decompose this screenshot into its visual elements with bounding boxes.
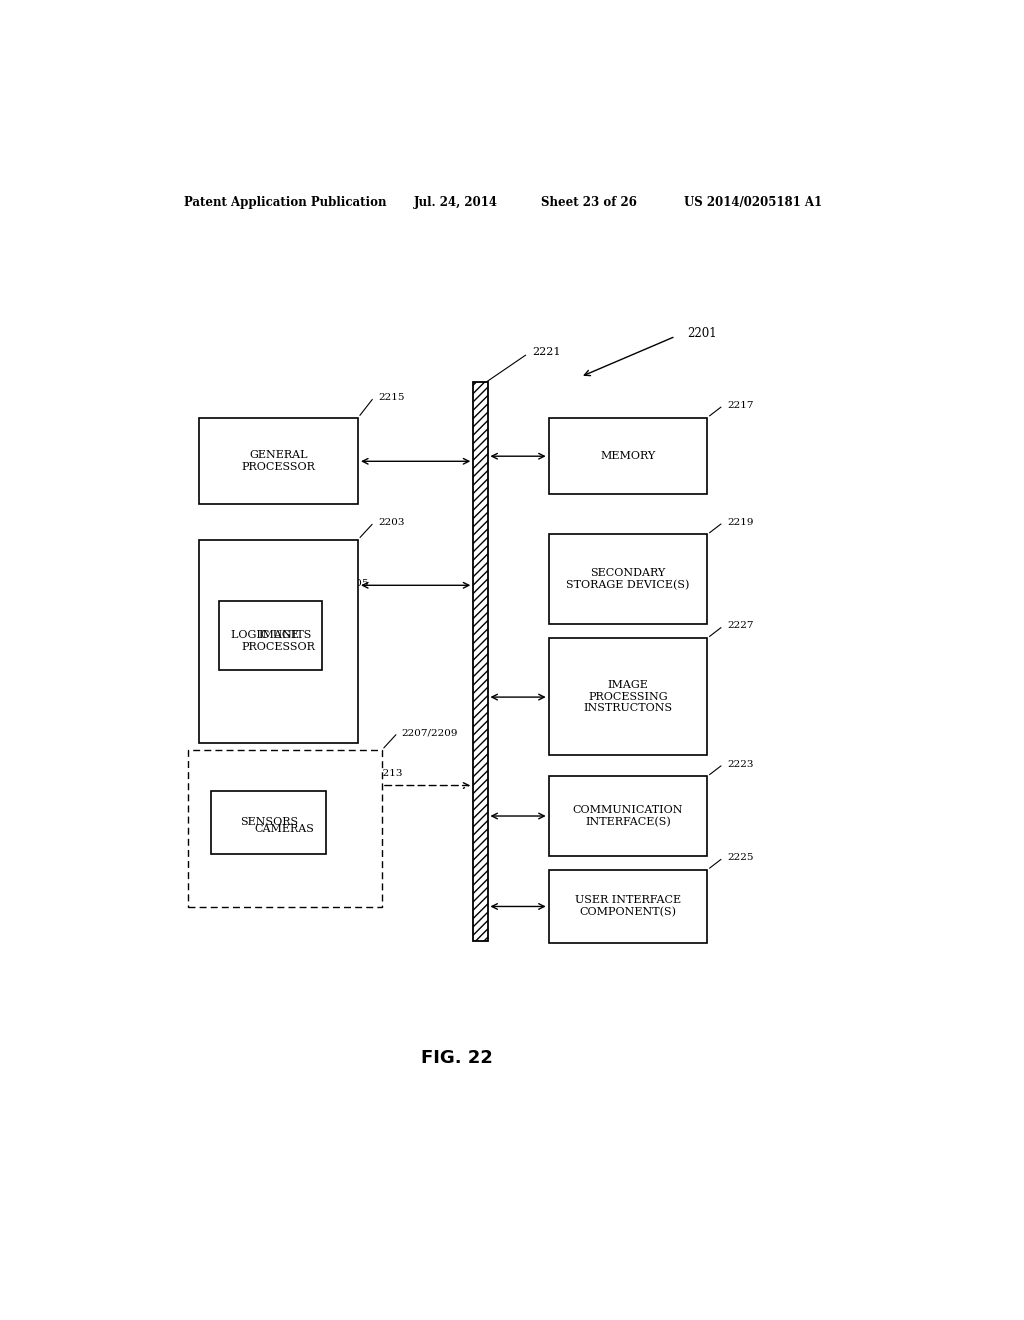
Bar: [219, 601, 323, 669]
Text: 2227: 2227: [727, 622, 754, 631]
Text: MEMORY: MEMORY: [600, 450, 655, 461]
Text: USER INTERFACE
COMPONENT(S): USER INTERFACE COMPONENT(S): [574, 895, 681, 917]
Text: IMAGE
PROCESSING
INSTRUCTONS: IMAGE PROCESSING INSTRUCTONS: [584, 680, 673, 713]
Text: 2225: 2225: [727, 853, 754, 862]
Text: Jul. 24, 2014: Jul. 24, 2014: [414, 195, 498, 209]
Text: Patent Application Publication: Patent Application Publication: [183, 195, 386, 209]
Text: FIG. 22: FIG. 22: [422, 1049, 494, 1067]
Text: COMMUNICATION
INTERFACE(S): COMMUNICATION INTERFACE(S): [572, 805, 683, 828]
Text: SENSORS: SENSORS: [240, 817, 298, 828]
Text: LOGIC UNITS: LOGIC UNITS: [230, 630, 311, 640]
Text: 2221: 2221: [531, 347, 560, 356]
Text: 2215: 2215: [378, 393, 404, 401]
Bar: [549, 638, 708, 755]
Text: 2219: 2219: [727, 517, 754, 527]
Text: SECONDARY
STORAGE DEVICE(S): SECONDARY STORAGE DEVICE(S): [566, 568, 689, 590]
Text: 2211/2213: 2211/2213: [346, 768, 402, 777]
Text: CAMERAS: CAMERAS: [255, 824, 314, 834]
Bar: [473, 381, 487, 941]
Bar: [549, 535, 708, 624]
Bar: [187, 750, 382, 907]
Bar: [211, 791, 327, 854]
Bar: [549, 870, 708, 942]
Text: Sheet 23 of 26: Sheet 23 of 26: [541, 195, 637, 209]
Bar: [549, 776, 708, 855]
Bar: [549, 417, 708, 494]
Text: 2223: 2223: [727, 760, 754, 768]
Text: GENERAL
PROCESSOR: GENERAL PROCESSOR: [242, 450, 315, 471]
Text: 2203: 2203: [378, 517, 404, 527]
Text: 2207/2209: 2207/2209: [401, 729, 459, 737]
Text: 2217: 2217: [727, 401, 754, 411]
Bar: [200, 417, 358, 504]
Text: 2205: 2205: [342, 578, 369, 587]
Text: US 2014/0205181 A1: US 2014/0205181 A1: [684, 195, 821, 209]
Text: IMAGE
PROCESSOR: IMAGE PROCESSOR: [242, 631, 315, 652]
Text: 2201: 2201: [687, 327, 717, 339]
Bar: [200, 540, 358, 743]
